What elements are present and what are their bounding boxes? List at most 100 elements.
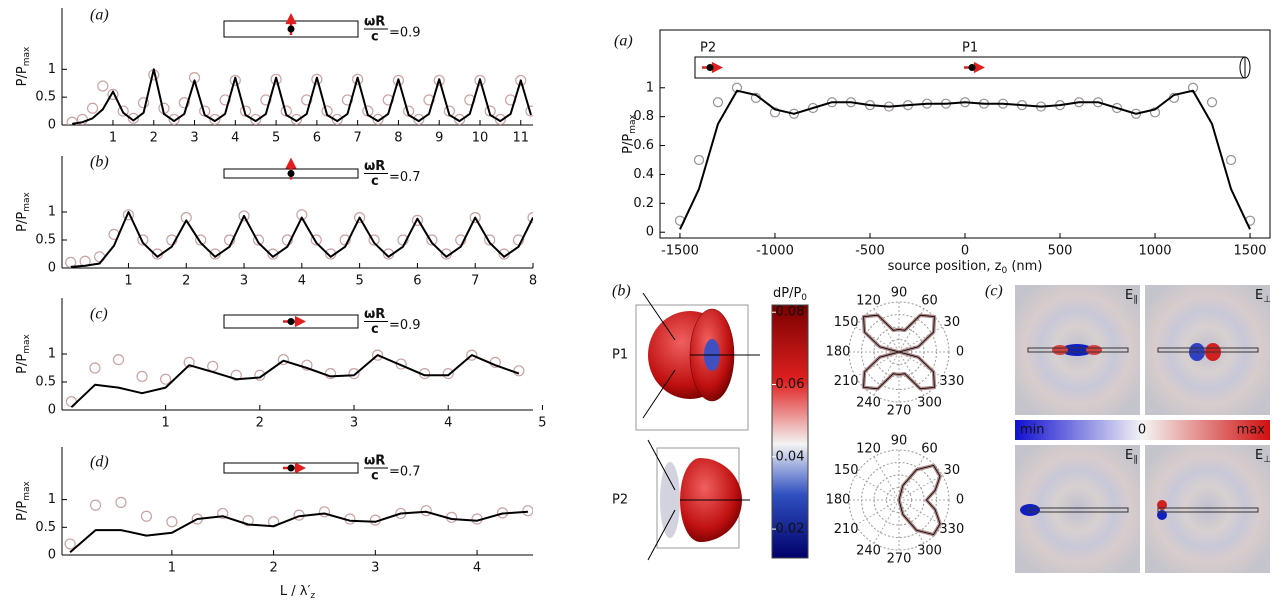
marker bbox=[522, 505, 533, 517]
field-map bbox=[1020, 504, 1040, 516]
marker bbox=[112, 354, 125, 366]
marker bbox=[442, 368, 454, 380]
x-tick-label: -1000 bbox=[756, 244, 794, 259]
param-den: c bbox=[371, 30, 379, 45]
line bbox=[70, 354, 520, 408]
source bbox=[287, 464, 295, 472]
tube bbox=[694, 56, 1246, 79]
field-label-part: E bbox=[1255, 448, 1263, 463]
marker bbox=[311, 73, 323, 85]
marker bbox=[515, 74, 527, 87]
field-label: E⊥ bbox=[1255, 288, 1271, 305]
y-tick-label: 0 bbox=[48, 548, 56, 563]
marker bbox=[86, 102, 99, 114]
y-tick-label: 0.5 bbox=[35, 233, 56, 248]
marker bbox=[348, 368, 360, 380]
marker bbox=[1111, 102, 1123, 114]
y-tick-label: 0.5 bbox=[35, 90, 56, 105]
param-den: c bbox=[371, 469, 379, 484]
x-tick-label: 500 bbox=[1048, 244, 1073, 259]
x-tick-label: 9 bbox=[435, 131, 443, 146]
marker bbox=[371, 349, 384, 361]
angle-label: 30 bbox=[944, 463, 961, 478]
marker bbox=[136, 370, 148, 382]
strip-label: max bbox=[1237, 423, 1266, 438]
arrow bbox=[647, 509, 676, 561]
y-axis-label-part: max bbox=[628, 113, 638, 133]
panel-label: (d) bbox=[90, 454, 109, 471]
wire bbox=[1157, 507, 1259, 513]
field-label: E∥ bbox=[1125, 448, 1138, 465]
marker bbox=[372, 113, 384, 125]
marker bbox=[368, 234, 380, 246]
plot-area bbox=[66, 68, 533, 125]
x-tick-label: 10 bbox=[472, 131, 489, 146]
pattern bbox=[660, 462, 680, 538]
wire bbox=[1027, 507, 1129, 513]
colorbar-tick-label: 0.08 bbox=[776, 305, 805, 320]
y-axis-label: P/Pmax bbox=[15, 46, 32, 86]
y-tick-label: 0.8 bbox=[633, 109, 654, 124]
colorbar-label: dP/P0 bbox=[773, 286, 807, 303]
angle-label: 120 bbox=[856, 441, 881, 456]
tube-end bbox=[1239, 56, 1251, 79]
polar-spoke bbox=[855, 474, 900, 501]
marker bbox=[411, 214, 424, 226]
angle-label: 0 bbox=[956, 345, 964, 360]
x-tick-label: 2 bbox=[182, 274, 190, 289]
angle-label: 180 bbox=[826, 493, 851, 508]
panel-label: (c) bbox=[985, 283, 1003, 300]
y-tick-label: 1 bbox=[48, 492, 56, 507]
marker bbox=[117, 105, 129, 117]
param-num: ωR bbox=[364, 15, 385, 30]
marker bbox=[301, 359, 313, 371]
x-axis-label-part: source position, z bbox=[888, 259, 1002, 274]
angle-label: 60 bbox=[921, 441, 938, 456]
decor bbox=[635, 285, 1270, 573]
x-tick-label: 4 bbox=[298, 274, 306, 289]
x-axis-label-part: (nm) bbox=[1007, 259, 1042, 274]
marker bbox=[160, 373, 172, 385]
marker bbox=[180, 212, 192, 224]
y-tick-label: 0.6 bbox=[633, 138, 654, 153]
line bbox=[69, 510, 528, 553]
marker bbox=[229, 74, 241, 87]
marker bbox=[183, 356, 195, 368]
field-label-part: ⊥ bbox=[1263, 295, 1271, 305]
panel-label: (b) bbox=[90, 154, 109, 171]
polar-spoke bbox=[898, 474, 943, 501]
dipole-head bbox=[711, 61, 723, 74]
marker bbox=[195, 234, 207, 246]
marker bbox=[140, 510, 153, 522]
x-axis-label-part: z bbox=[310, 591, 315, 601]
marker bbox=[453, 113, 466, 125]
marker bbox=[494, 113, 506, 125]
x-tick-label: 2 bbox=[269, 561, 277, 576]
source-label: P2 bbox=[700, 41, 716, 56]
field-label-part: E bbox=[1125, 448, 1133, 463]
marker bbox=[426, 234, 438, 246]
field-label-part: E bbox=[1255, 288, 1263, 303]
param-value: =0.9 bbox=[389, 26, 421, 41]
marker bbox=[296, 209, 308, 221]
x-tick-label: 2 bbox=[150, 131, 158, 146]
source bbox=[287, 170, 295, 177]
x-tick-label: 6 bbox=[313, 131, 321, 146]
marker bbox=[1149, 107, 1161, 118]
x-axis-label-part: L / λ′ bbox=[280, 584, 311, 599]
param-den: c bbox=[371, 174, 379, 189]
marker bbox=[807, 102, 819, 114]
y-tick-label: 0 bbox=[48, 261, 56, 276]
x-tick-label: 1000 bbox=[1138, 244, 1171, 259]
x-tick-label: 2 bbox=[256, 416, 264, 431]
x-tick-label: 1 bbox=[168, 561, 176, 576]
marker bbox=[352, 73, 364, 85]
y-tick-label: 0.5 bbox=[35, 520, 56, 535]
y-tick-label: 0.2 bbox=[633, 196, 654, 211]
wire bbox=[1157, 347, 1259, 353]
field-label-part: ∥ bbox=[1133, 295, 1138, 305]
field-map bbox=[1145, 445, 1270, 573]
y-axis-label: P/Pmax bbox=[621, 113, 638, 153]
marker bbox=[219, 94, 231, 106]
marker bbox=[413, 113, 425, 125]
